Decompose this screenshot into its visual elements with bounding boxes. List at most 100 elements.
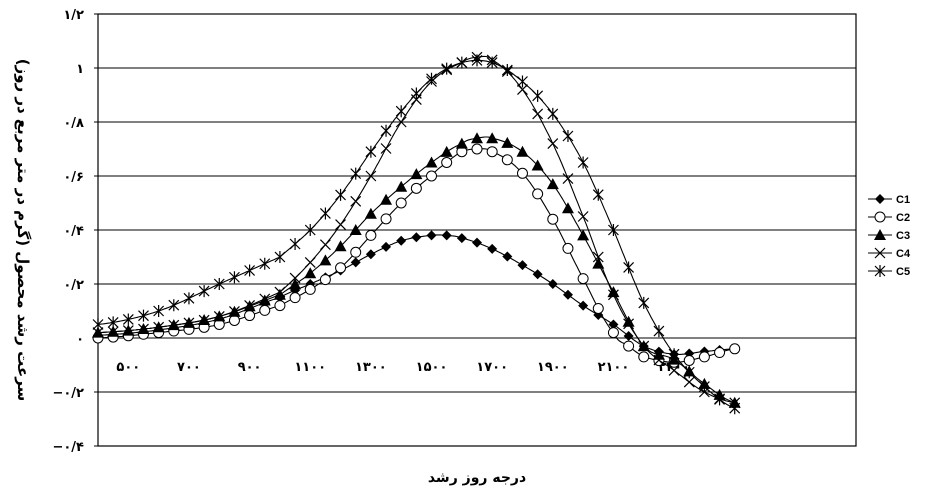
legend-label: C4 <box>896 248 911 260</box>
data-point <box>592 188 604 201</box>
data-point <box>350 246 362 258</box>
data-point <box>698 351 710 363</box>
data-point <box>472 237 482 248</box>
data-point <box>198 314 210 326</box>
legend-label: C2 <box>896 212 910 224</box>
data-point <box>577 156 589 169</box>
data-point <box>380 193 393 205</box>
data-point <box>546 178 559 190</box>
data-point <box>547 138 559 150</box>
x-tick-labels: ۵۰۰۷۰۰۹۰۰۱۱۰۰۱۳۰۰۱۵۰۰۱۷۰۰۱۹۰۰۲۱۰۰۲۳۰۰ <box>116 360 690 375</box>
y-tick-label: ۱ <box>76 62 84 77</box>
data-point <box>714 393 725 406</box>
data-point <box>364 207 377 219</box>
data-point <box>153 321 165 333</box>
data-point <box>425 156 438 168</box>
data-point <box>273 288 286 300</box>
data-point <box>244 300 256 311</box>
legend-label: C3 <box>896 230 910 242</box>
data-point <box>455 137 468 149</box>
x-tick-label: ۹۰۰ <box>238 360 262 375</box>
data-point <box>289 238 301 251</box>
data-point <box>168 299 180 312</box>
data-point <box>259 304 271 316</box>
data-point <box>875 194 885 204</box>
data-point <box>516 145 529 157</box>
data-point <box>410 87 422 100</box>
data-point <box>501 136 514 148</box>
y-tick-label: ۱/۲ <box>63 8 84 23</box>
x-tick-label: ۱۵۰۰ <box>416 360 448 375</box>
data-point <box>471 143 483 155</box>
data-point <box>683 366 695 379</box>
y-tick-label: −۰/۲ <box>52 386 84 401</box>
legend-label: C1 <box>896 194 910 206</box>
data-point <box>578 300 589 311</box>
data-point <box>350 257 361 268</box>
series-c1 <box>93 230 740 360</box>
data-point <box>350 167 362 180</box>
data-point <box>138 323 149 335</box>
data-point <box>335 262 347 274</box>
data-point <box>440 145 453 157</box>
data-point <box>592 251 604 263</box>
data-point <box>138 309 149 322</box>
x-tick-label: ۵۰۰ <box>116 360 140 375</box>
data-point <box>365 229 377 241</box>
data-point <box>592 302 604 314</box>
legend-entry: C5 <box>868 265 910 278</box>
data-point <box>577 229 590 241</box>
data-point <box>623 330 634 341</box>
data-point <box>335 188 346 201</box>
data-point <box>122 325 134 336</box>
data-point <box>608 289 619 301</box>
data-point <box>874 265 886 277</box>
data-point <box>380 124 392 137</box>
y-tick-label: ۰/۴ <box>63 224 84 239</box>
data-point <box>638 296 650 309</box>
legend-label: C5 <box>896 266 910 278</box>
data-point <box>244 310 256 322</box>
series-c5 <box>92 54 741 415</box>
data-point <box>874 247 886 259</box>
data-point <box>198 285 210 298</box>
data-point <box>259 257 271 270</box>
data-point <box>729 343 741 355</box>
data-point <box>274 300 286 312</box>
data-point <box>410 182 422 194</box>
data-point <box>426 230 437 241</box>
data-point <box>471 132 483 144</box>
data-point <box>365 249 376 260</box>
data-point <box>335 219 346 231</box>
x-tick-label: ۱۳۰۰ <box>355 360 387 375</box>
data-point <box>411 232 422 243</box>
data-point <box>547 107 559 120</box>
data-point <box>638 340 650 352</box>
data-point <box>289 272 301 284</box>
data-point <box>561 202 574 214</box>
data-point <box>517 260 528 271</box>
data-point <box>668 364 680 376</box>
data-point <box>395 105 407 118</box>
data-point <box>501 154 513 166</box>
data-point <box>365 170 377 182</box>
data-point <box>516 167 528 179</box>
data-point <box>577 273 589 285</box>
data-point <box>623 340 635 352</box>
data-point <box>562 130 574 143</box>
data-point <box>698 380 710 393</box>
y-tick-label: −۰/۴ <box>52 440 84 455</box>
data-point <box>213 310 225 322</box>
x-axis-label: درجه روز رشد <box>428 470 526 486</box>
data-point <box>668 348 680 361</box>
data-point <box>532 269 543 280</box>
data-point <box>638 351 650 363</box>
data-point <box>229 305 240 317</box>
data-point <box>153 305 165 317</box>
data-point <box>274 286 286 298</box>
data-point <box>350 195 362 207</box>
data-point <box>608 224 619 236</box>
data-point <box>608 319 619 330</box>
legend: C1 C2 C3 C4 C5 <box>868 194 911 278</box>
